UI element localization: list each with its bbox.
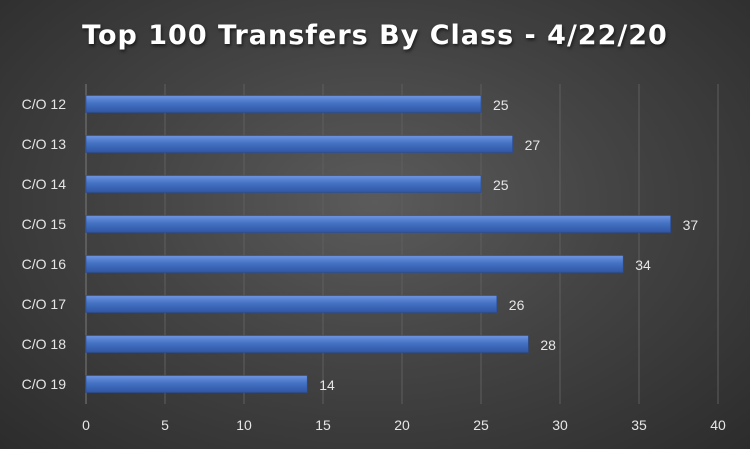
x-tick-label: 40 bbox=[710, 417, 726, 433]
data-label: 28 bbox=[540, 337, 556, 353]
bar bbox=[85, 95, 482, 113]
data-label: 25 bbox=[493, 177, 509, 193]
category-label: C/O 18 bbox=[22, 336, 67, 352]
x-tick-label: 5 bbox=[161, 417, 169, 433]
data-label: 34 bbox=[635, 257, 651, 273]
category-label: C/O 14 bbox=[22, 176, 67, 192]
category-label: C/O 17 bbox=[22, 296, 67, 312]
bar bbox=[85, 215, 671, 233]
x-tick-label: 25 bbox=[473, 417, 489, 433]
bar bbox=[85, 175, 482, 193]
data-label: 25 bbox=[493, 97, 509, 113]
bar bbox=[85, 335, 529, 353]
x-tick-label: 20 bbox=[394, 417, 410, 433]
bar bbox=[85, 375, 308, 393]
x-tick-label: 35 bbox=[631, 417, 647, 433]
category-label: C/O 15 bbox=[22, 216, 67, 232]
bar bbox=[85, 295, 498, 313]
labels: 0 5 10 15 20 25 30 35 40 C/O 12 25 C/O 13 27 C/O 14 25… bbox=[22, 96, 726, 433]
x-tick-label: 0 bbox=[82, 417, 90, 433]
data-label: 37 bbox=[683, 217, 699, 233]
data-label: 26 bbox=[509, 297, 525, 313]
x-tick-label: 30 bbox=[552, 417, 568, 433]
chart-title: Top 100 Transfers By Class - 4/22/20 bbox=[82, 20, 668, 51]
category-label: C/O 19 bbox=[22, 376, 67, 392]
x-tick-label: 15 bbox=[315, 417, 331, 433]
bars bbox=[85, 95, 671, 393]
category-label: C/O 12 bbox=[22, 96, 67, 112]
data-label: 27 bbox=[525, 137, 541, 153]
category-label: C/O 16 bbox=[22, 256, 67, 272]
x-tick-label: 10 bbox=[236, 417, 252, 433]
data-label: 14 bbox=[319, 377, 335, 393]
bar bbox=[85, 255, 624, 273]
bar bbox=[85, 135, 513, 153]
category-label: C/O 13 bbox=[22, 136, 67, 152]
gridlines bbox=[85, 84, 719, 404]
